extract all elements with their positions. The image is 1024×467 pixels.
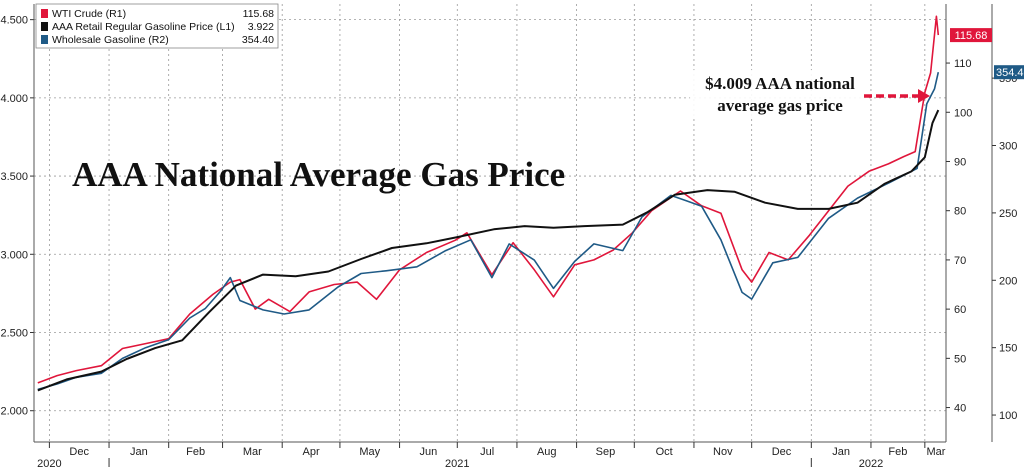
series-lines	[37, 15, 940, 392]
r2-tick-label: 100	[999, 410, 1017, 422]
x-tick-label: Jun	[420, 446, 438, 458]
r1-tick-label: 40	[954, 403, 966, 415]
l1-tick-label: 4.500	[0, 15, 28, 27]
series-line-r1	[37, 15, 940, 384]
x-tick-label: Sep	[596, 446, 616, 458]
r1-tick-label: 80	[954, 206, 966, 218]
r1-tick-label: 100	[954, 107, 972, 119]
l1-tick-label: 3.500	[0, 171, 28, 183]
legend-series-name: Wholesale Gasoline (R2)	[52, 34, 169, 46]
r2-tick-label: 150	[999, 343, 1017, 355]
x-tick-label: Apr	[303, 446, 320, 458]
x-tick-label: Jan	[832, 446, 850, 458]
annotation-line-1: $4.009 AAA national	[705, 74, 855, 93]
chart-title-group: AAA National Average Gas Price	[72, 155, 565, 194]
x-tick-label: Mar	[927, 446, 946, 458]
legend-swatch	[41, 9, 48, 18]
legend-box	[35, 3, 279, 49]
legend-series-value: 354.40	[242, 34, 274, 46]
r2-tick-label: 250	[999, 208, 1017, 220]
legend-swatch	[41, 22, 48, 31]
axes: 2.000 2.500 3.000 3.500 4.000 4.500 Dec Jan Feb M…	[0, 4, 1017, 467]
x-tick-label: Feb	[888, 446, 907, 458]
annotation-group: $4.009 AAA national average gas price	[690, 70, 930, 116]
r2-tick-label: 300	[999, 141, 1017, 153]
l1-tick-label: 4.000	[0, 93, 28, 105]
annotation-line-2: average gas price	[717, 96, 843, 115]
legend-series-value: 115.68	[243, 8, 274, 20]
r2-tick-label: 200	[999, 275, 1017, 287]
annotation-arrow-head	[918, 89, 930, 103]
legend-series-name: AAA Retail Regular Gasoline Price (L1)	[52, 21, 235, 33]
l1-tick-label: 2.000	[0, 406, 28, 418]
r2-last-value-label: 354.40	[996, 67, 1024, 79]
r1-tick-label: 50	[954, 353, 966, 365]
x-tick-label: Nov	[713, 446, 733, 458]
legend-series-name: WTI Crude (R1)	[52, 8, 126, 20]
x-tick-label: Dec	[69, 446, 89, 458]
legend-swatch	[41, 35, 48, 44]
legend-series-value: 3.922	[248, 21, 274, 33]
x-tick-label: Mar	[243, 446, 262, 458]
series-line-l1	[37, 109, 940, 392]
x-tick-label: Jan	[130, 446, 148, 458]
r1-last-value-box	[950, 28, 992, 43]
x-year-label: 2020	[37, 458, 61, 467]
chart-title: AAA National Average Gas Price	[72, 155, 565, 194]
r2-last-value-box	[994, 65, 1024, 80]
r1-last-value-label: 115.68	[955, 30, 988, 42]
last-value-labels: 115.68 354.40	[950, 28, 1024, 80]
l1-tick-label: 3.000	[0, 249, 28, 261]
x-tick-label: Aug	[537, 446, 557, 458]
r1-tick-label: 70	[954, 255, 966, 267]
x-tick-label: Jul	[480, 446, 494, 458]
x-year-label: 2021	[445, 458, 469, 467]
x-tick-label: Dec	[772, 446, 792, 458]
x-tick-label: Oct	[656, 446, 673, 458]
x-year-label: 2022	[859, 458, 883, 467]
r1-tick-label: 60	[954, 304, 966, 316]
annotation-background	[690, 70, 868, 116]
r1-tick-label: 90	[954, 156, 966, 168]
x-tick-label: May	[359, 446, 380, 458]
r1-tick-label: 110	[954, 58, 972, 70]
l1-tick-label: 2.500	[0, 328, 28, 340]
series-line-r2	[37, 72, 940, 391]
legend: WTI Crude (R1) 115.68 AAA Retail Regular G…	[35, 3, 279, 49]
x-tick-label: Feb	[186, 446, 205, 458]
